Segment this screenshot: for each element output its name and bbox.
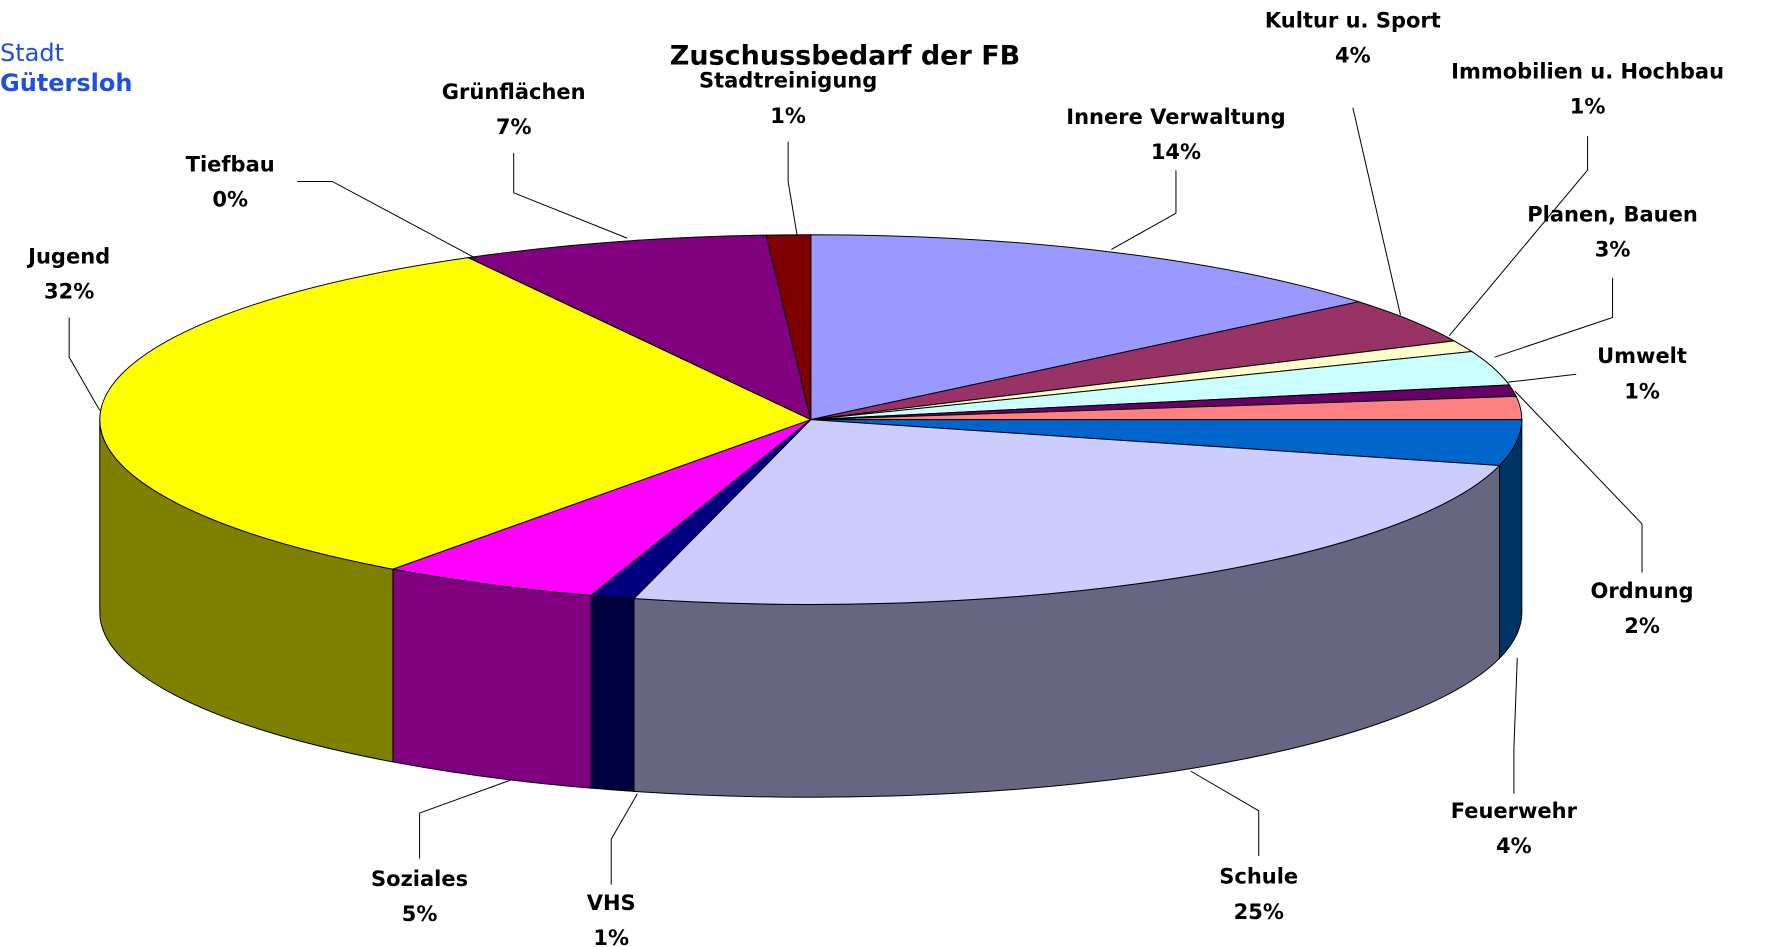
slice-percent: 1% <box>1570 95 1606 119</box>
slice-label: Schule <box>1219 865 1298 889</box>
pie-slice <box>390 419 812 596</box>
slice-label: Tiefbau <box>186 153 275 177</box>
slice-percent: 3% <box>1595 238 1631 262</box>
pie-tops <box>99 234 1523 605</box>
leader-line <box>1514 390 1643 573</box>
pie-slice <box>99 257 813 570</box>
pie-sides <box>99 419 1523 798</box>
pie-slice <box>632 419 1501 605</box>
leader-line <box>1111 170 1177 250</box>
chart-title: Zuschussbedarf der FB <box>670 41 1021 72</box>
slice-percent: 25% <box>1234 900 1284 924</box>
leader-line <box>1352 107 1401 316</box>
leader-line <box>1494 277 1614 358</box>
leader-line <box>1513 657 1518 794</box>
slice-label: Kultur u. Sport <box>1265 9 1441 33</box>
slice-percent: 14% <box>1151 140 1201 164</box>
logo-line: Stadt <box>0 39 64 67</box>
slice-percent: 1% <box>1624 379 1660 403</box>
slice-label: Innere Verwaltung <box>1066 105 1285 129</box>
slice-label: Immobilien u. Hochbau <box>1451 60 1724 84</box>
slice-label: Ordnung <box>1590 579 1693 603</box>
pie-side <box>590 594 635 792</box>
pie-slice <box>810 301 1456 421</box>
slice-percent: 32% <box>44 280 94 304</box>
leader-line <box>419 779 511 859</box>
slice-label: VHS <box>587 891 636 915</box>
slice-label: Stadtreinigung <box>699 69 877 93</box>
slice-label: Umwelt <box>1597 344 1687 368</box>
slice-percent: 4% <box>1496 834 1532 858</box>
leader-line <box>1448 136 1589 336</box>
slice-percent: 1% <box>770 104 806 128</box>
leader-line <box>1190 770 1260 857</box>
pie-slice <box>810 234 1361 421</box>
slice-percent: 5% <box>402 902 438 926</box>
slice-label: Soziales <box>371 867 468 891</box>
leader-line <box>297 180 477 259</box>
pie-side <box>392 568 592 789</box>
pie-slice <box>765 234 812 420</box>
slice-label: Feuerwehr <box>1451 799 1578 823</box>
labels: Innere Verwaltung 14% Kultur u. Sport 4% Imm… <box>26 9 1724 947</box>
leader-line <box>787 141 798 236</box>
leader-line <box>1508 373 1577 383</box>
leader-line <box>513 153 628 239</box>
pie-slice <box>466 234 812 421</box>
slice-label: Jugend <box>26 244 110 268</box>
logo-line: Gütersloh <box>0 69 132 97</box>
slice-percent: 4% <box>1335 44 1371 68</box>
slice-label: Planen, Bauen <box>1527 202 1698 226</box>
leader-line <box>610 793 638 885</box>
slice-percent: 1% <box>593 926 629 947</box>
leader-line <box>68 317 101 411</box>
slice-percent: 7% <box>496 115 532 139</box>
slice-percent: 2% <box>1624 614 1660 638</box>
slice-label: Grünflächen <box>442 80 586 104</box>
slice-percent: 0% <box>212 188 248 212</box>
